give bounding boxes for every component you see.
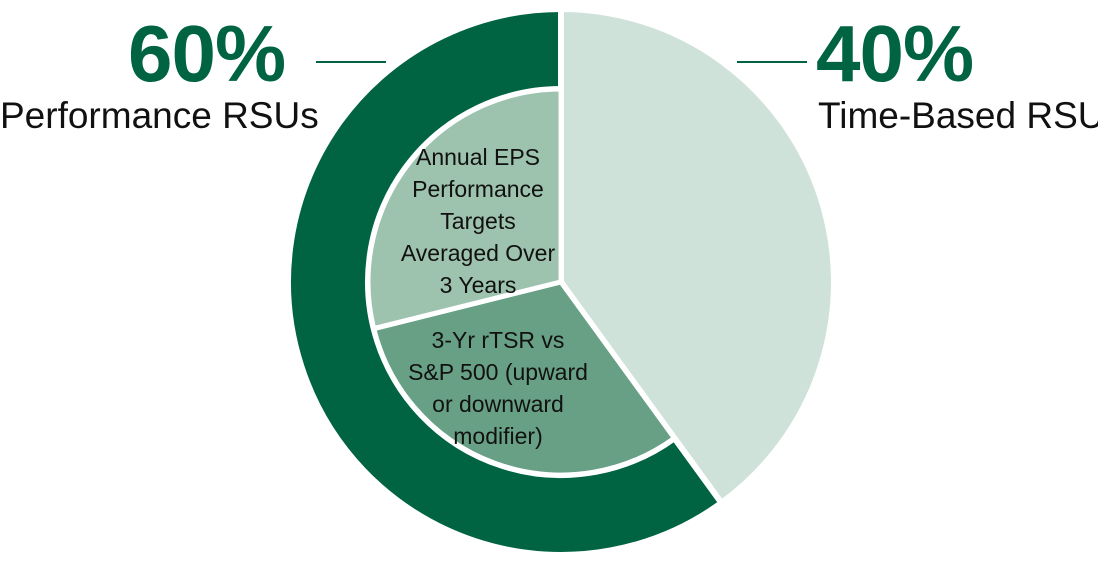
eps-label-line: Annual EPS <box>415 144 541 170</box>
rtsr-label-line: 3-Yr rTSR vs <box>431 327 565 353</box>
eps-label-line: 3 Years <box>439 272 517 298</box>
performance-percent-label: 60% <box>128 9 286 98</box>
eps-label-line: Targets <box>440 208 516 234</box>
eps-label-line: Averaged Over <box>400 240 556 266</box>
rtsr-label-line: S&P 500 (upward <box>408 359 588 385</box>
time-based-rsus-slice <box>558 5 837 508</box>
rtsr-modifier-inner-slice <box>370 279 678 478</box>
rtsr-label-line: or downward <box>432 391 564 417</box>
eps-targets-label: Annual EPS Performance Targets Averaged … <box>378 141 578 301</box>
rtsr-label-line: modifier) <box>453 423 543 449</box>
rtsr-modifier-label: 3-Yr rTSR vs S&P 500 (upward or downward… <box>398 324 598 452</box>
time-based-rsus-label: Time-Based RSUs <box>818 95 1098 136</box>
performance-rsus-label: Performance RSUs <box>0 95 319 136</box>
time-based-leader-line <box>737 61 807 63</box>
eps-targets-inner-slice <box>365 86 564 332</box>
time-based-percent-label: 40% <box>816 9 974 98</box>
eps-label-line: Performance <box>412 176 544 202</box>
performance-leader-line <box>316 61 386 63</box>
